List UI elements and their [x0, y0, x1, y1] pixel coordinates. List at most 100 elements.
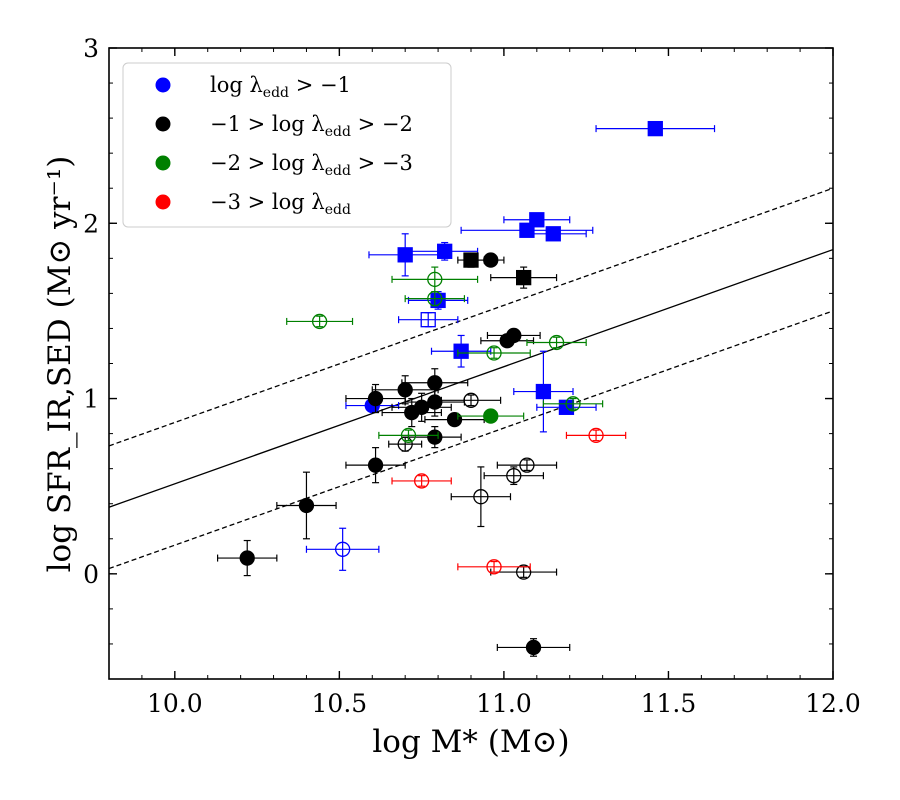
point-black-18 — [401, 368, 469, 398]
legend-label: −3 > log λedd — [210, 190, 351, 218]
circle-marker — [483, 252, 499, 268]
legend-marker — [155, 116, 171, 132]
circle-marker — [506, 327, 522, 344]
y-axis-label: log SFR_IR,SED (M⊙ yr⁻¹) — [42, 156, 78, 573]
point-green-39 — [457, 345, 531, 361]
legend: log λedd > −1 −1 > log λedd > −2 −2 > log … — [122, 62, 452, 228]
point-red-46 — [457, 559, 531, 575]
circle-marker — [525, 639, 542, 656]
circle-marker — [413, 473, 430, 489]
point-black-20 — [345, 383, 406, 414]
point-black-28 — [217, 539, 278, 577]
point-green-42 — [378, 427, 439, 444]
circle-marker — [427, 271, 443, 288]
line-upper-scatter — [109, 187, 833, 447]
point-blue-7 — [398, 312, 459, 328]
legend-label-text: > −3 — [351, 151, 413, 175]
square-marker — [516, 269, 532, 286]
point-black-32 — [496, 457, 558, 473]
square-marker — [535, 383, 552, 400]
circle-marker — [463, 392, 479, 408]
point-blue-9 — [513, 350, 574, 433]
circle-marker — [473, 489, 489, 505]
x-axis-label: log M* (M⊙) — [372, 724, 569, 760]
point-blue-2 — [460, 222, 594, 238]
point-green-40 — [526, 334, 587, 351]
circle-marker — [404, 404, 420, 421]
point-black-23 — [381, 397, 442, 428]
point-blue-3 — [519, 226, 587, 242]
point-blue-0 — [595, 120, 716, 137]
circle-marker — [519, 457, 535, 473]
legend-marker — [155, 194, 171, 210]
plot-frame — [108, 47, 834, 680]
circle-marker — [367, 390, 384, 407]
legend-label-text: −3 > log λ — [210, 190, 325, 214]
legend-entry-blue: log λedd > −1 — [155, 73, 351, 101]
circle-marker — [427, 290, 443, 307]
y-tick-label: 2 — [83, 209, 99, 238]
legend-entry-green: −2 > log λedd > −3 — [155, 151, 413, 179]
point-black-26 — [345, 447, 406, 484]
point-black-24 — [424, 411, 485, 428]
legend-label-text: −2 > log λ — [210, 151, 325, 175]
square-marker — [420, 312, 436, 328]
point-black-14 — [490, 266, 558, 289]
legend-label: −1 > log λedd > −2 — [210, 112, 413, 140]
legend-marker — [155, 77, 171, 93]
circle-marker — [239, 550, 255, 566]
legend-label-subscript: edd — [325, 163, 351, 179]
point-black-21 — [404, 387, 466, 417]
x-tick-label: 11.0 — [476, 689, 532, 718]
square-marker — [397, 247, 413, 263]
x-tick-label: 12.0 — [805, 689, 861, 718]
square-marker — [437, 243, 453, 259]
circle-marker — [446, 411, 463, 428]
square-marker — [647, 120, 663, 137]
relation-lines — [109, 187, 833, 570]
point-black-29 — [496, 638, 571, 657]
point-black-27 — [276, 471, 337, 540]
legend-entry-black: −1 > log λedd > −2 — [155, 112, 413, 140]
point-black-22 — [391, 392, 452, 422]
point-black-34 — [450, 466, 512, 528]
y-tick-label: 3 — [83, 34, 99, 63]
legend-entry-red: −3 > log λedd — [155, 190, 351, 218]
legend-label-subscript: edd — [263, 85, 289, 101]
point-black-31 — [388, 436, 423, 452]
square-marker — [519, 222, 535, 238]
circle-marker — [516, 564, 532, 580]
point-green-37 — [404, 290, 466, 307]
circle-marker — [506, 468, 522, 484]
circle-marker — [367, 457, 384, 473]
circle-marker — [335, 541, 351, 557]
circle-marker — [483, 408, 499, 424]
point-black-15 — [476, 252, 505, 268]
circle-marker — [298, 497, 315, 514]
data-points — [217, 120, 716, 657]
legend-box — [122, 62, 452, 228]
point-green-36 — [391, 266, 479, 293]
point-green-43 — [457, 408, 525, 424]
point-black-17 — [486, 327, 541, 344]
legend-label-text: > −2 — [351, 112, 413, 136]
point-blue-12 — [305, 527, 380, 571]
point-blue-5 — [411, 241, 479, 261]
square-marker — [463, 252, 479, 268]
line-relation — [109, 248, 833, 508]
circle-marker — [548, 334, 565, 351]
point-green-38 — [286, 313, 354, 330]
circle-marker — [397, 436, 413, 452]
circle-marker — [397, 382, 413, 398]
y-tick-label: 1 — [83, 385, 99, 414]
point-green-41 — [542, 396, 604, 412]
legend-label: −2 > log λedd > −3 — [210, 151, 413, 179]
x-tick-label: 10.5 — [312, 689, 368, 718]
legend-label-subscript: edd — [325, 124, 351, 140]
point-black-33 — [483, 466, 545, 486]
point-red-45 — [391, 473, 452, 489]
point-blue-4 — [368, 233, 442, 277]
line-lower-scatter — [109, 310, 833, 570]
circle-marker — [486, 559, 502, 575]
